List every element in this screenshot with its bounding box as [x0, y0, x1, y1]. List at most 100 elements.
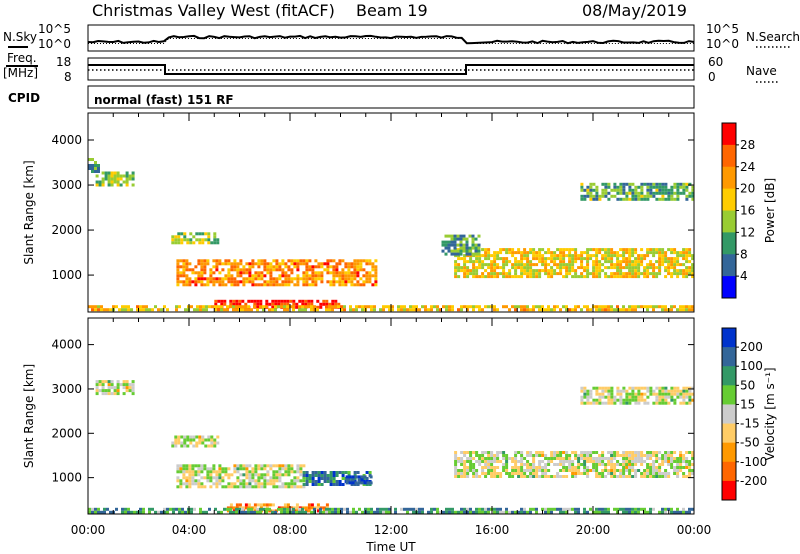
heatmap-cell: [290, 268, 294, 272]
heatmap-cell: [586, 457, 590, 460]
heatmap-cell: [174, 235, 178, 239]
heatmap-cell: [631, 182, 635, 186]
heatmap-cell: [305, 259, 309, 263]
heatmap-cell: [514, 305, 517, 309]
heatmap-cell: [200, 467, 204, 471]
heatmap-cell: [361, 308, 364, 312]
heatmap-cell: [673, 185, 677, 189]
heatmap-cell: [640, 472, 644, 475]
heatmap-cell: [619, 398, 623, 402]
heatmap-cell: [553, 269, 557, 273]
heatmap-cell: [628, 398, 632, 402]
heatmap-cell: [517, 460, 521, 463]
heatmap-cell: [667, 263, 671, 267]
heatmap-cell: [502, 269, 506, 273]
heatmap-cell: [247, 299, 251, 303]
heatmap-cell: [658, 463, 662, 466]
heatmap-cell: [541, 469, 545, 472]
heatmap-cell: [226, 308, 229, 312]
heatmap-cell: [465, 249, 469, 253]
heatmap-cell: [341, 277, 345, 281]
heatmap-cell: [471, 243, 475, 247]
heatmap-cell: [266, 470, 270, 474]
heatmap-cell: [290, 470, 294, 474]
heatmap-cell: [241, 299, 245, 303]
heatmap-cell: [595, 392, 599, 396]
heatmap-cell: [688, 194, 692, 198]
heatmap-cell: [619, 248, 623, 252]
heatmap-cell: [640, 257, 644, 261]
heatmap-cell: [320, 471, 324, 474]
heatmap-cell: [218, 280, 222, 284]
heatmap-cell: [583, 451, 587, 454]
heatmap-cell: [481, 275, 485, 279]
heatmap-cell: [613, 185, 617, 189]
heatmap-cell: [368, 259, 372, 263]
heatmap-cell: [604, 475, 608, 478]
heatmap-cell: [649, 454, 653, 457]
heatmap-cell: [688, 269, 692, 273]
heatmap-cell: [296, 274, 300, 278]
heatmap-cell: [637, 257, 641, 261]
heatmap-cell: [278, 470, 282, 474]
heatmap-cell: [556, 305, 559, 309]
heatmap-cell: [256, 510, 259, 514]
heatmap-cell: [424, 305, 427, 309]
x-tick-label: 20:00: [576, 523, 611, 537]
heatmap-cell: [365, 277, 369, 281]
heatmap-cell: [314, 280, 318, 284]
heatmap-cell: [604, 182, 608, 186]
heatmap-cell: [454, 463, 458, 466]
heatmap-cell: [357, 475, 361, 479]
heatmap-cell: [664, 386, 668, 390]
heatmap-cell: [676, 386, 680, 390]
heatmap-cell: [235, 305, 238, 309]
heatmap-cell: [296, 464, 300, 468]
heatmap-cell: [601, 463, 605, 466]
heatmap-cell: [478, 475, 482, 478]
heatmap-cell: [655, 251, 659, 255]
heatmap-cell: [544, 251, 548, 255]
heatmap-cell: [472, 275, 476, 279]
heatmap-cell: [131, 171, 135, 175]
heatmap-cell: [444, 252, 448, 256]
heatmap-cell: [182, 271, 186, 275]
heatmap-cell: [679, 469, 683, 472]
heatmap-cell: [174, 441, 178, 445]
heatmap-cell: [601, 308, 604, 312]
heatmap-cell: [640, 194, 644, 198]
heatmap-cell: [465, 240, 469, 244]
heatmap-cell: [676, 254, 680, 258]
heatmap-cell: [456, 243, 460, 247]
heatmap-cell: [305, 471, 309, 474]
heatmap-cell: [658, 451, 662, 454]
heatmap-cell: [248, 464, 252, 468]
heatmap-cell: [308, 480, 312, 483]
heatmap-cell: [214, 507, 217, 511]
heatmap-cell: [532, 463, 536, 466]
heatmap-cell: [490, 263, 494, 267]
heatmap-cell: [379, 507, 382, 511]
heatmap-cell: [216, 441, 220, 445]
heatmap-cell: [385, 305, 388, 309]
heatmap-cell: [499, 460, 503, 463]
heatmap-cell: [691, 257, 695, 261]
heatmap-cell: [505, 248, 509, 252]
colorbar-frame: [721, 327, 737, 501]
heatmap-cell: [212, 277, 216, 281]
heatmap-cell: [688, 451, 692, 454]
heatmap-cell: [619, 191, 623, 195]
heatmap-cell: [335, 280, 339, 284]
heatmap-cell: [195, 232, 199, 236]
heatmap-cell: [649, 466, 653, 469]
heatmap-cell: [180, 238, 184, 242]
heatmap-cell: [242, 467, 246, 471]
heatmap-cell: [526, 463, 530, 466]
heatmap-cell: [661, 257, 665, 261]
heatmap-cell: [685, 389, 689, 393]
heatmap-cell: [335, 262, 339, 266]
heatmap-cell: [652, 248, 656, 252]
heatmap-cell: [95, 386, 99, 390]
heatmap-cell: [589, 460, 593, 463]
heatmap-cell: [658, 251, 662, 255]
